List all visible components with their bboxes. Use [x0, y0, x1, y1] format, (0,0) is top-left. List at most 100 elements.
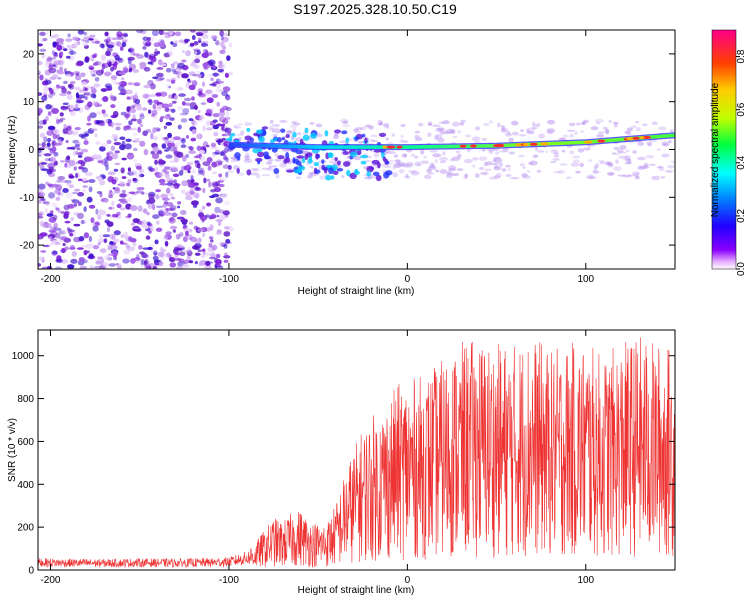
noise-cell	[309, 165, 314, 169]
noise-cell	[333, 135, 340, 140]
noise-cell	[38, 125, 44, 129]
noise-cell	[106, 226, 111, 233]
noise-cell	[165, 121, 173, 126]
noise-cell	[138, 245, 143, 250]
spectrogram-x-tick-label: -100	[219, 274, 239, 285]
noise-cell	[427, 172, 435, 175]
noise-cell	[77, 178, 83, 182]
noise-cell	[224, 146, 229, 153]
snr-y-tick-label: 800	[17, 394, 34, 405]
noise-cell	[92, 62, 99, 66]
noise-cell	[222, 32, 229, 37]
noise-cell	[38, 92, 41, 96]
noise-cell	[80, 244, 88, 249]
noise-cell	[46, 57, 53, 63]
noise-cell	[255, 174, 261, 179]
noise-cell	[68, 185, 74, 189]
noise-cell	[91, 40, 95, 44]
noise-cell	[135, 254, 140, 260]
signal-cell	[304, 153, 309, 161]
noise-cell	[97, 160, 104, 164]
noise-cell	[414, 134, 420, 139]
noise-cell	[112, 213, 116, 218]
noise-cell	[104, 219, 110, 224]
noise-cell	[391, 133, 396, 137]
noise-cell	[630, 125, 637, 129]
noise-cell	[223, 243, 228, 249]
noise-cell	[98, 146, 106, 152]
noise-cell	[223, 128, 230, 131]
noise-cell	[130, 51, 136, 56]
noise-cell	[632, 150, 637, 154]
noise-cell	[588, 159, 593, 162]
noise-cell	[212, 182, 219, 188]
noise-cell	[184, 191, 193, 197]
noise-cell	[171, 212, 178, 218]
noise-cell	[58, 179, 67, 183]
noise-cell	[661, 153, 670, 158]
noise-cell	[49, 88, 54, 94]
noise-cell	[210, 239, 214, 243]
noise-cell	[526, 128, 531, 133]
noise-cell	[65, 139, 69, 143]
noise-cell	[518, 134, 527, 137]
noise-cell	[572, 159, 581, 163]
noise-cell	[200, 254, 206, 258]
noise-cell	[83, 232, 90, 239]
noise-cell	[98, 123, 106, 127]
noise-cell	[74, 188, 81, 192]
noise-cell	[100, 158, 108, 166]
noise-cell	[403, 164, 413, 169]
noise-cell	[176, 248, 183, 252]
noise-cell	[205, 214, 210, 218]
noise-cell	[47, 125, 56, 131]
noise-cell	[287, 130, 294, 133]
noise-cell	[546, 128, 556, 134]
noise-cell	[48, 229, 56, 233]
noise-cell	[155, 194, 160, 200]
noise-cell	[151, 109, 158, 116]
noise-cell	[442, 119, 450, 125]
noise-cell	[176, 216, 185, 220]
noise-cell	[72, 36, 79, 41]
noise-cell	[51, 86, 60, 92]
noise-cell	[183, 97, 192, 102]
noise-cell	[48, 67, 57, 74]
noise-cell	[148, 167, 156, 172]
noise-cell	[414, 130, 421, 134]
noise-cell	[155, 205, 164, 209]
noise-cell	[82, 189, 86, 192]
noise-cell	[128, 120, 133, 126]
signal-cell	[277, 155, 285, 160]
noise-cell	[434, 159, 438, 164]
noise-cell	[274, 158, 282, 162]
noise-cell	[169, 216, 174, 222]
noise-cell	[163, 149, 170, 152]
noise-cell	[38, 199, 42, 204]
noise-cell	[55, 196, 61, 201]
noise-cell	[105, 164, 109, 171]
noise-cell	[127, 127, 133, 131]
noise-cell	[173, 95, 178, 100]
noise-cell	[59, 236, 68, 241]
noise-cell	[97, 176, 103, 183]
noise-cell	[135, 30, 144, 34]
noise-cell	[172, 61, 179, 65]
noise-cell	[206, 178, 211, 182]
noise-cell	[174, 252, 181, 256]
noise-cell	[205, 127, 213, 131]
noise-cell	[532, 121, 536, 126]
noise-cell	[663, 143, 667, 146]
noise-cell	[474, 126, 481, 131]
noise-cell	[553, 171, 562, 174]
noise-cell	[216, 101, 220, 107]
noise-cell	[414, 137, 423, 142]
signal-cell	[332, 170, 339, 176]
noise-cell	[219, 107, 225, 113]
noise-cell	[481, 137, 488, 141]
noise-cell	[174, 70, 182, 75]
noise-cell	[624, 155, 631, 160]
noise-cell	[90, 217, 95, 224]
noise-cell	[651, 121, 658, 125]
noise-cell	[100, 210, 107, 216]
